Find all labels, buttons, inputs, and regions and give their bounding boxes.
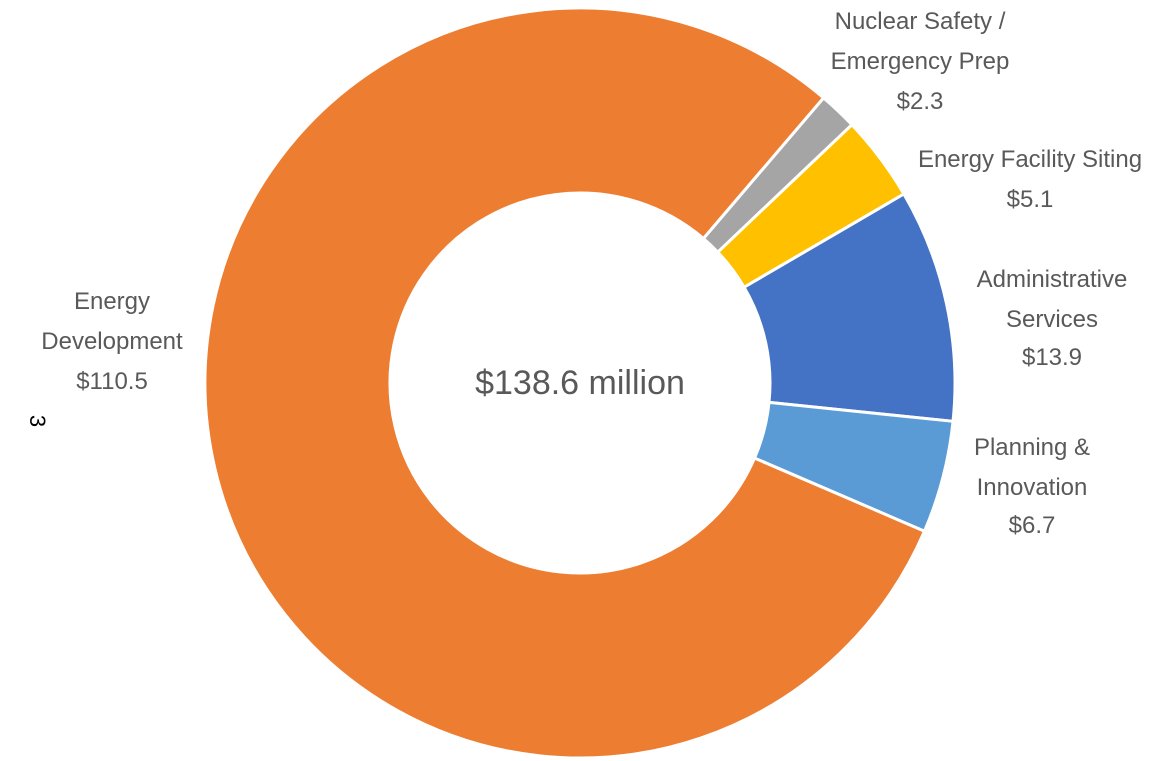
- category-label: Planning & Innovation: [973, 434, 1091, 501]
- value-label: $6.7: [1008, 512, 1056, 539]
- category-label: Energy Development: [41, 288, 183, 355]
- value-label: $110.5: [76, 368, 148, 395]
- value-label: $5.1: [1006, 186, 1054, 213]
- category-label: Nuclear Safety / Emergency Prep: [830, 8, 1010, 75]
- category-label: Energy Facility Siting: [917, 146, 1143, 173]
- donut-slice: [203, 6, 926, 760]
- value-label: $13.9: [1021, 344, 1083, 371]
- category-label: Administrative Services: [976, 266, 1128, 333]
- page-number: 3: [25, 414, 50, 428]
- center-label: $138.6 million: [475, 364, 685, 402]
- value-label: $2.3: [896, 88, 944, 115]
